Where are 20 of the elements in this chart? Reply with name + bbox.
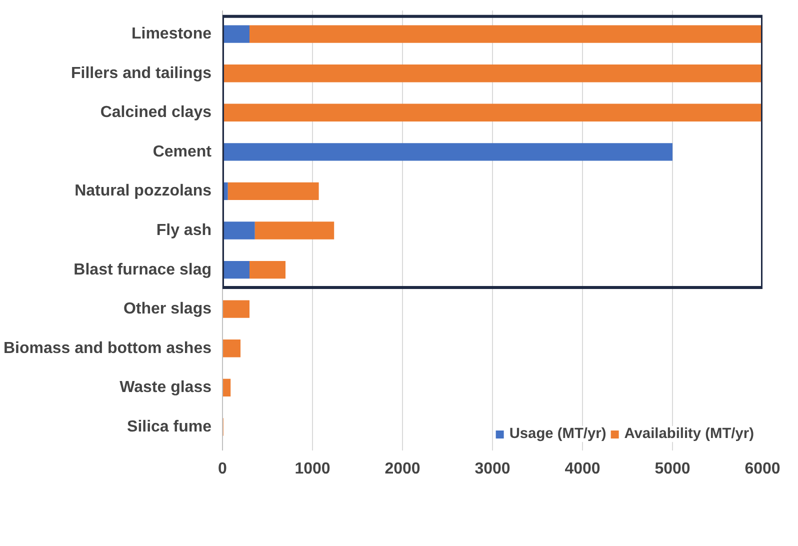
y-tick-label: Silica fume [127, 418, 212, 436]
y-tick-label: Natural pozzolans [74, 182, 212, 200]
x-tick-label: 1000 [294, 460, 330, 478]
y-tick-label: Waste glass [120, 379, 212, 396]
x-tick-label: 3000 [474, 460, 510, 478]
y-tick-label: Cement [152, 143, 212, 160]
x-tick-label: 5000 [654, 460, 690, 478]
legend-label: Usage (MT/yr) [509, 426, 606, 442]
y-tick-label: Biomass and bottom ashes [3, 340, 212, 357]
x-tick-label: 0 [218, 460, 228, 478]
y-tick-label: Fillers and tailings [71, 64, 212, 82]
x-tick-label: 2000 [384, 460, 420, 478]
x-tick-label: 4000 [564, 460, 600, 478]
x-tick-label: 6000 [744, 460, 780, 478]
y-tick-label: Calcined clays [100, 104, 212, 122]
y-tick-label: Fly ash [156, 222, 212, 239]
y-tick-label: Limestone [131, 26, 212, 43]
legend-label: Availability (MT/yr) [624, 426, 754, 442]
y-tick-label: Other slags [123, 300, 212, 318]
y-tick-label: Blast furnace slag [74, 261, 212, 278]
